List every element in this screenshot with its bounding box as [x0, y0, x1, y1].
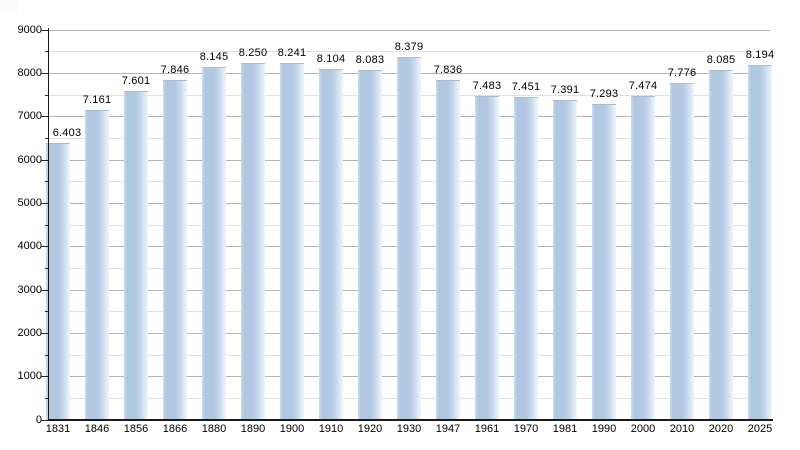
- bar-1970: [514, 97, 538, 421]
- bar-1900: [280, 62, 304, 421]
- x-axis-tick-label: 1900: [279, 423, 305, 435]
- bar-value-label: 7.836: [433, 64, 463, 77]
- bar-value-label: 7.483: [472, 79, 502, 92]
- bar-1981: [553, 99, 577, 421]
- y-axis-major-tick: [41, 332, 48, 334]
- y-axis-major-tick: [41, 419, 48, 421]
- bar-1856: [124, 90, 148, 421]
- x-axis-tick-label: 1880: [201, 423, 227, 435]
- y-axis-tick-label: 4000: [17, 240, 42, 253]
- y-axis-minor-tick: [45, 311, 48, 313]
- bar-value-label: 8.083: [355, 53, 385, 66]
- minor-gridline: [48, 51, 770, 53]
- bar-1947: [436, 80, 460, 421]
- corner-artifact: [0, 0, 17, 15]
- bar-value-label: 7.474: [628, 80, 658, 93]
- y-axis-tick-label: 1000: [17, 370, 42, 383]
- y-axis-line: [48, 28, 49, 420]
- bar-value-label: 7.451: [511, 81, 541, 94]
- x-axis-tick-label: 1866: [162, 423, 188, 435]
- bar-2020: [709, 69, 733, 421]
- bar-value-label: 8.241: [277, 46, 307, 59]
- y-axis-tick-label: 7000: [17, 110, 42, 123]
- y-axis-major-tick: [41, 29, 48, 31]
- bar-2010: [670, 83, 694, 421]
- bar-1880: [202, 67, 226, 421]
- bar-value-label: 7.161: [82, 93, 112, 106]
- bar-value-label: 8.104: [316, 52, 346, 65]
- bar-value-label: 7.846: [160, 64, 190, 76]
- y-axis-tick-label: 8000: [17, 66, 42, 79]
- bar-1930: [397, 56, 421, 421]
- y-axis-tick-label: 6000: [17, 153, 42, 166]
- bar-1866: [163, 80, 187, 421]
- y-axis-minor-tick: [45, 354, 48, 356]
- bar-value-label: 7.776: [667, 67, 697, 80]
- bar-value-label: 7.391: [550, 83, 580, 96]
- x-axis-tick-label: 1970: [513, 423, 539, 435]
- x-axis-tick-label: 1920: [357, 423, 383, 435]
- y-axis-major-tick: [41, 159, 48, 161]
- y-axis-minor-tick: [45, 51, 48, 53]
- bar-value-label: 7.293: [589, 87, 619, 100]
- y-axis-minor-tick: [45, 94, 48, 96]
- y-axis-major-tick: [41, 289, 48, 291]
- bar-1890: [241, 62, 265, 421]
- y-axis-minor-tick: [45, 137, 48, 139]
- bar-1961: [475, 95, 499, 421]
- y-axis-major-tick: [41, 72, 48, 74]
- x-axis-tick-label: 1910: [318, 423, 344, 435]
- major-gridline: [48, 29, 770, 31]
- y-axis-minor-tick: [45, 267, 48, 269]
- x-axis-tick-label: 2010: [669, 423, 695, 435]
- x-axis-tick-label: 2020: [708, 423, 734, 435]
- x-axis-tick-label: 1856: [123, 423, 149, 435]
- x-axis-tick-label: 1947: [435, 423, 461, 435]
- y-axis-tick-label: 5000: [17, 196, 42, 209]
- bar-1910: [319, 68, 343, 421]
- y-axis-tick-label: 3000: [17, 283, 42, 296]
- bar-1990: [592, 103, 616, 421]
- y-axis-minor-tick: [45, 224, 48, 226]
- y-axis-major-tick: [41, 376, 48, 378]
- bar-2000: [631, 96, 655, 421]
- bar-value-label: 8.250: [238, 46, 268, 59]
- y-axis-major-tick: [41, 246, 48, 248]
- bar-value-label: 8.145: [199, 51, 229, 64]
- x-axis-tick-label: 1831: [45, 423, 71, 435]
- bar-value-label: 7.601: [121, 74, 151, 87]
- y-axis-minor-tick: [45, 181, 48, 183]
- x-axis-tick-label: 1961: [474, 423, 500, 435]
- y-axis-tick-label: 0: [35, 413, 42, 426]
- y-axis-major-tick: [41, 116, 48, 118]
- x-axis-tick-label: 1846: [84, 423, 110, 435]
- bar-1831: [46, 142, 70, 421]
- x-axis-tick-label: 2000: [630, 423, 656, 435]
- x-axis-tick-label: 2025: [747, 423, 773, 435]
- x-axis-tick-label: 1990: [591, 423, 617, 435]
- y-axis-tick-label: 2000: [17, 326, 42, 339]
- x-axis-tick-label: 1981: [552, 423, 578, 435]
- bar-value-label: 8.379: [394, 40, 424, 53]
- y-axis-minor-tick: [45, 397, 48, 399]
- bar-value-label: 8.194: [745, 48, 775, 61]
- bar-1846: [85, 109, 109, 421]
- bar-value-label: 6.403: [52, 126, 82, 139]
- y-axis-tick-label: 9000: [17, 23, 42, 36]
- y-axis-major-tick: [41, 202, 48, 204]
- x-axis-tick-label: 1930: [396, 423, 422, 435]
- x-axis-tick-label: 1890: [240, 423, 266, 435]
- bar-2025: [748, 64, 772, 421]
- bar-1920: [358, 69, 382, 421]
- bar-value-label: 8.085: [706, 53, 736, 66]
- x-axis-line: [48, 419, 773, 421]
